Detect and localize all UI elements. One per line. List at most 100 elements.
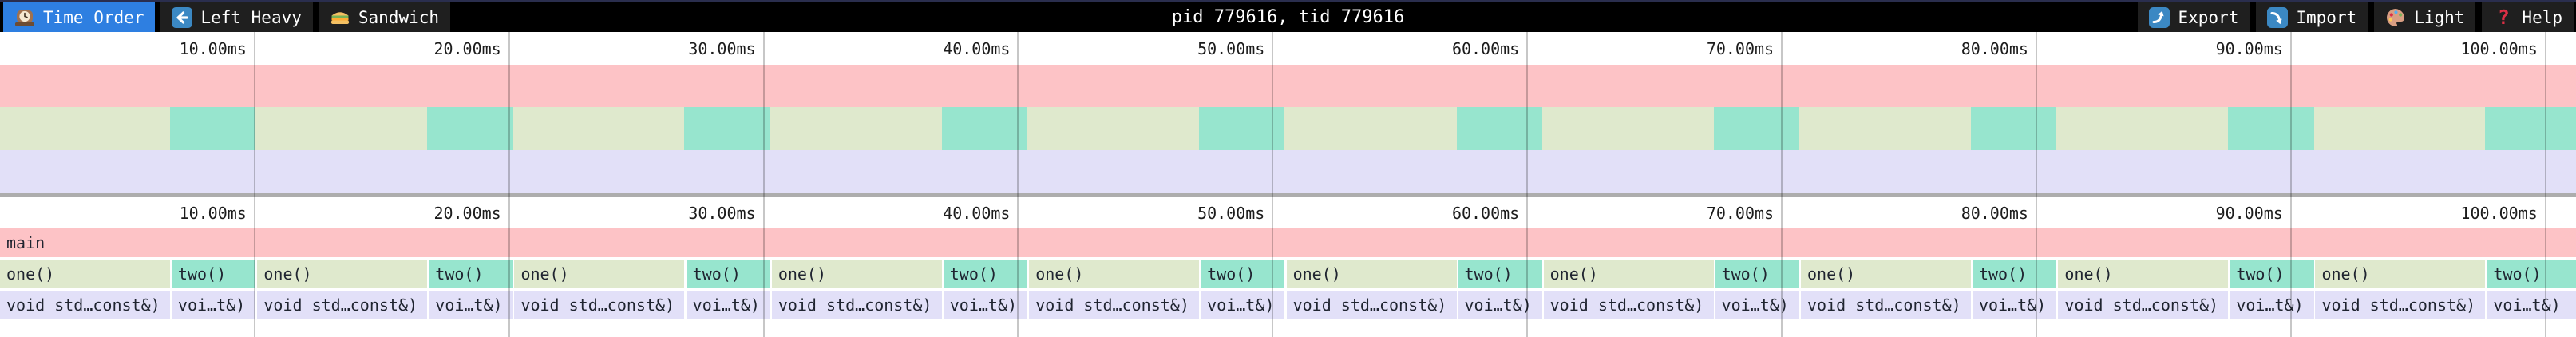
sandwich-icon [330, 7, 350, 28]
tab-label: Time Order [43, 7, 144, 27]
axis-tick-label: 10.00ms [179, 39, 247, 58]
axis-tick-label: 70.00ms [1706, 39, 1775, 58]
tab-label: Left Heavy [200, 7, 302, 27]
axis-tick-label: 50.00ms [1197, 203, 1265, 223]
flame-cell-one[interactable]: one() [1543, 260, 1714, 288]
help-button[interactable]: ? Help [2482, 2, 2574, 32]
flame-cell-two[interactable]: two() [171, 260, 256, 288]
flame-cell-leaf-one[interactable]: void std…const&) [771, 291, 942, 319]
minimap-two-block[interactable] [941, 107, 1027, 150]
axis-tick-label: 90.00ms [2215, 203, 2283, 223]
flame-cell-two[interactable]: two() [1715, 260, 1799, 288]
axis-tick-label: 40.00ms [943, 203, 1011, 223]
flame-cell-leaf-two[interactable]: voi…t&) [686, 291, 770, 319]
flame-cell-two[interactable]: two() [2230, 260, 2314, 288]
flame-cell-leaf-one[interactable]: void std…const&) [2058, 291, 2229, 319]
flame-cell-one[interactable]: one() [2058, 260, 2229, 288]
flame-cell-leaf-one[interactable]: void std…const&) [1543, 291, 1714, 319]
minimap-two-block[interactable] [170, 107, 256, 150]
minimap-two-block[interactable] [684, 107, 770, 150]
axis-tick-label: 20.00ms [433, 203, 501, 223]
axis-tick-label: 90.00ms [2215, 39, 2283, 58]
flame-cell-one[interactable]: one() [2315, 260, 2486, 288]
tab-label: Sandwich [358, 7, 440, 27]
help-icon: ? [2497, 5, 2510, 29]
left-arrow-icon [172, 6, 193, 28]
minimap-two-block[interactable] [1456, 107, 1542, 150]
flame-row-root: main [0, 228, 2576, 257]
import-icon [2267, 6, 2289, 28]
flame-cell-two[interactable]: two() [1201, 260, 1285, 288]
import-button[interactable]: Import [2256, 2, 2368, 32]
flame-cell-leaf-two[interactable]: voi…t&) [2230, 291, 2314, 319]
flame-cell-leaf-two[interactable]: voi…t&) [1201, 291, 1285, 319]
flame-cell-leaf-one[interactable]: void std…const&) [1801, 291, 1972, 319]
minimap-time-axis: 10.00ms 20.00ms 30.00ms 40.00ms 50.00ms 60.00… [0, 32, 2576, 65]
axis-tick-label: 100.00ms [2460, 203, 2538, 223]
flame-cell-one[interactable]: one() [1801, 260, 1972, 288]
flame-cell-leaf-two[interactable]: voi…t&) [1972, 291, 2057, 319]
minimap-two-block[interactable] [427, 107, 513, 150]
export-button[interactable]: Export [2138, 2, 2250, 32]
minimap[interactable] [0, 65, 2576, 193]
tab-left-heavy[interactable]: Left Heavy [160, 2, 313, 32]
view-tabs: Time Order Left Heavy Sandwich [0, 2, 451, 32]
flame-row-level1: one() two() one() two() one() two() one() two()… [0, 260, 2576, 288]
flame-cell-leaf-two[interactable]: voi…t&) [1458, 291, 1542, 319]
axis-tick-label: 80.00ms [1961, 203, 2028, 223]
flame-cell-one[interactable]: one() [771, 260, 942, 288]
axis-tick-label: 50.00ms [1197, 39, 1265, 58]
flame-cell-leaf-one[interactable]: void std…const&) [514, 291, 685, 319]
minimap-band-main [0, 65, 2576, 107]
theme-toggle-button[interactable]: Light [2374, 2, 2476, 32]
export-icon [2149, 6, 2170, 28]
top-border-strip [0, 0, 2576, 2]
minimap-two-block[interactable] [1713, 107, 1799, 150]
axis-tick-label: 60.00ms [1451, 203, 1520, 223]
flame-cell-two[interactable]: two() [943, 260, 1027, 288]
flame-cell-one[interactable]: one() [1029, 260, 1200, 288]
flame-cell-leaf-two[interactable]: voi…t&) [429, 291, 513, 319]
flame-cell-two[interactable]: two() [1972, 260, 2057, 288]
flame-cell-leaf-two[interactable]: voi…t&) [1715, 291, 1799, 319]
button-label: Import [2296, 7, 2357, 27]
tab-time-order[interactable]: Time Order [3, 2, 156, 32]
button-label: Help [2522, 7, 2562, 27]
axis-tick-label: 10.00ms [179, 203, 247, 223]
minimap-band-level2 [0, 150, 2576, 193]
flame-cell-one[interactable]: one() [1286, 260, 1457, 288]
axis-tick-label: 30.00ms [688, 39, 756, 58]
flame-cell-leaf-one[interactable]: void std…const&) [0, 291, 170, 319]
minimap-two-block[interactable] [1971, 107, 2057, 150]
flame-cell-two[interactable]: two() [1458, 260, 1542, 288]
flame-cell-leaf-two[interactable]: voi…t&) [171, 291, 256, 319]
flame-cell-leaf-one[interactable]: void std…const&) [1029, 291, 1200, 319]
flame-row-level2: void std…const&) voi…t&) void std…const&) v… [0, 291, 2576, 319]
flame-cell-main[interactable]: main [0, 228, 2576, 257]
flame-cell-leaf-two[interactable]: voi…t&) [943, 291, 1027, 319]
axis-tick-label: 100.00ms [2460, 39, 2538, 58]
flame-cell-leaf-one[interactable]: void std…const&) [257, 291, 428, 319]
tab-sandwich[interactable]: Sandwich [318, 2, 451, 32]
flame-cell-two[interactable]: two() [686, 260, 770, 288]
flame-cell-one[interactable]: one() [514, 260, 685, 288]
axis-tick-label: 60.00ms [1451, 39, 1520, 58]
toolbar: Time Order Left Heavy Sandwich pid 77961… [0, 2, 2576, 32]
minimap-two-block[interactable] [1199, 107, 1285, 150]
flame-cell-leaf-two[interactable]: voi…t&) [2487, 291, 2576, 319]
flame-cell-one[interactable]: one() [0, 260, 170, 288]
flame-cell-two[interactable]: two() [429, 260, 513, 288]
toolbar-actions: Export Import Light ? Help [2138, 2, 2576, 32]
flame-cell-two[interactable]: two() [2487, 260, 2576, 288]
axis-tick-label: 20.00ms [433, 39, 501, 58]
button-label: Light [2414, 7, 2465, 27]
axis-tick-label: 30.00ms [688, 203, 756, 223]
button-label: Export [2178, 7, 2239, 27]
flame-cell-one[interactable]: one() [257, 260, 428, 288]
minimap-two-block[interactable] [2228, 107, 2314, 150]
flame-cell-leaf-one[interactable]: void std…const&) [2315, 291, 2486, 319]
flame-cell-leaf-one[interactable]: void std…const&) [1286, 291, 1457, 319]
minimap-band-level1 [0, 107, 2576, 150]
minimap-two-block[interactable] [2485, 107, 2576, 150]
